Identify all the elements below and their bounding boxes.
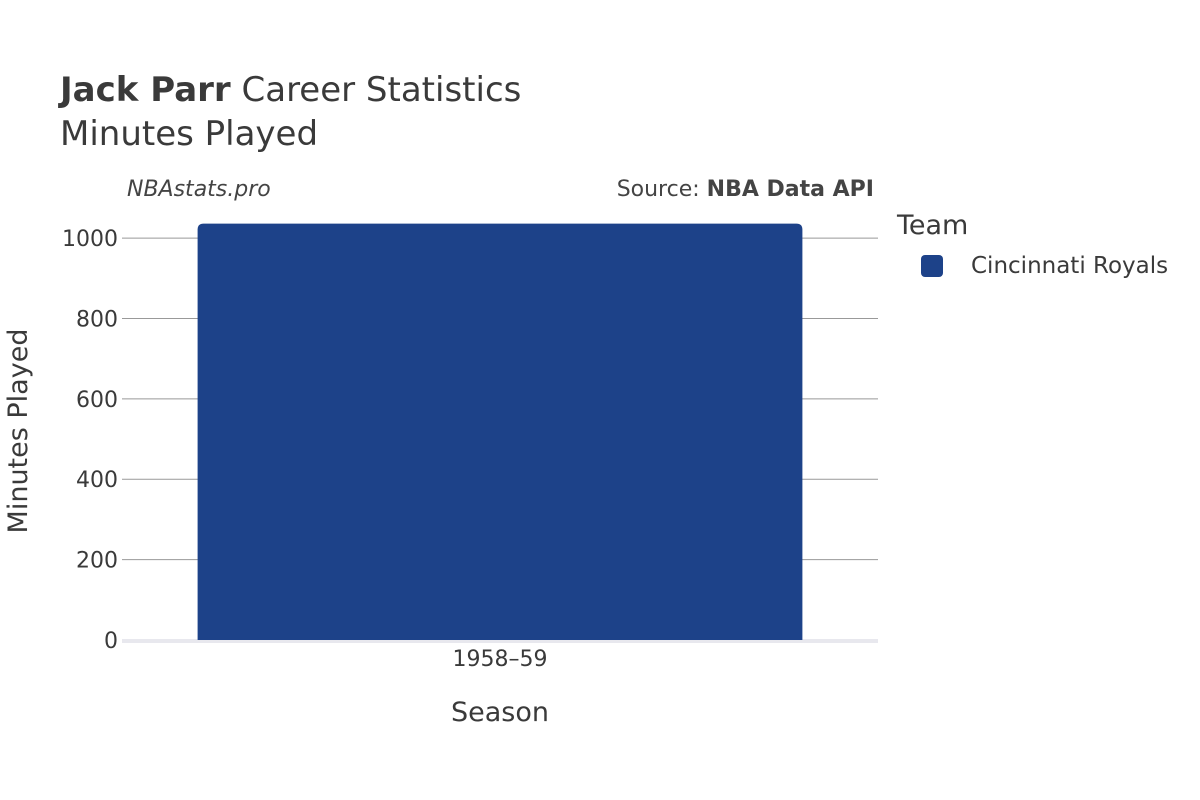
y-tick-label: 400 — [76, 468, 118, 493]
legend-item[interactable]: Cincinnati Royals — [921, 253, 1168, 279]
bar[interactable] — [197, 223, 803, 640]
chart-subtitle: Minutes Played — [60, 114, 319, 154]
source-name: NBA Data API — [706, 177, 874, 202]
y-axis-title: Minutes Played — [3, 329, 34, 534]
y-tick-label: 800 — [76, 307, 118, 332]
source-credit: Source: NBA Data API — [617, 177, 874, 202]
site-watermark: NBAstats.pro — [127, 177, 271, 202]
legend-title: Team — [897, 210, 969, 241]
bars — [197, 223, 803, 640]
player-name: Jack Parr — [60, 70, 231, 110]
y-tick-label: 600 — [76, 388, 118, 413]
x-tick-label: 1958–59 — [453, 647, 548, 672]
title-rest: Career Statistics — [230, 70, 522, 110]
legend-swatch — [921, 255, 943, 277]
legend-label: Cincinnati Royals — [971, 253, 1169, 279]
y-tick-label: 0 — [104, 629, 118, 654]
legend: Team Cincinnati Royals — [897, 210, 1168, 279]
y-tick-label: 200 — [76, 549, 118, 574]
chart-title-block: Jack Parr Career Statistics Minutes Play… — [60, 68, 521, 156]
x-tick-labels: 1958–59 — [453, 647, 548, 672]
source-prefix: Source: — [616, 177, 707, 202]
y-tick-label: 1000 — [62, 227, 118, 252]
chart-title: Jack Parr Career Statistics — [60, 68, 521, 112]
x-axis-title: Season — [451, 697, 549, 728]
y-tick-labels: 0 200 400 600 800 1000 — [62, 227, 118, 654]
